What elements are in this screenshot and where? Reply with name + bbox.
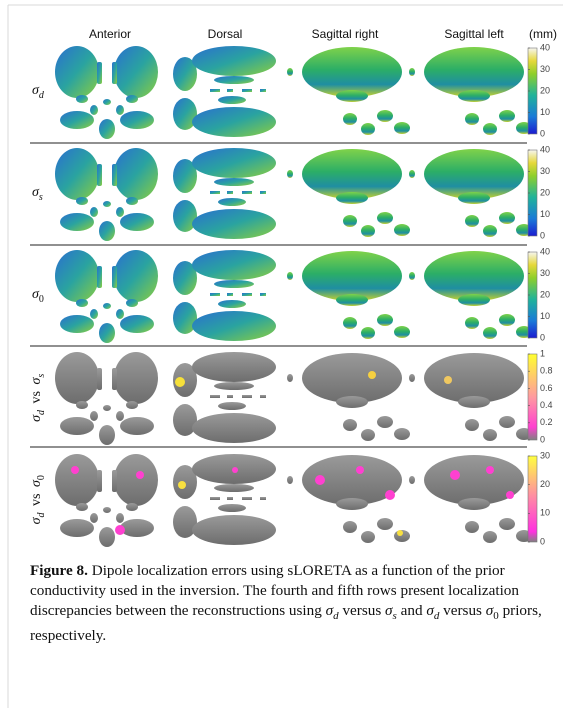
colorbar-tick-label: 10 — [540, 311, 550, 321]
column-header: Sagittal right — [312, 27, 379, 41]
space — [44, 83, 48, 98]
colorbar-tick-label: 10 — [540, 508, 550, 518]
colorbar-tick-label: 20 — [540, 85, 550, 95]
row-label: σd vs σ0 — [29, 472, 47, 525]
space — [44, 287, 48, 302]
caption-text: and — [397, 602, 427, 619]
colorbar-tick-label: 30 — [540, 166, 550, 176]
colorbar-tick-label: 40 — [540, 144, 550, 154]
space — [29, 370, 44, 374]
colorbar-tick-label: 20 — [540, 187, 550, 197]
column-header: Sagittal left — [444, 27, 504, 41]
caption-math: σ0 — [486, 602, 499, 619]
colorbar-tick-label: 0 — [540, 434, 545, 444]
math-symbol: σ — [385, 602, 393, 619]
colorbar-tick-label: 20 — [540, 289, 550, 299]
colorbar-tick-label: 0.2 — [540, 417, 553, 427]
space — [29, 490, 44, 494]
space — [29, 472, 44, 476]
caption-text: versus — [439, 602, 485, 619]
colorbar-tick-label: 30 — [540, 64, 550, 74]
colorbar — [528, 354, 537, 440]
colorbar-tick-label: 0 — [540, 230, 545, 240]
colorbar-tick-label: 0.4 — [540, 400, 553, 410]
colorbar-tick-label: 0.8 — [540, 366, 553, 376]
caption: Figure 8. Dipole localization errors usi… — [30, 561, 545, 646]
caption-math: σs — [385, 602, 397, 619]
page: {"figure": { "columns": ["Anterior", "Do… — [0, 0, 563, 708]
unit-label: (mm) — [529, 27, 557, 41]
row-label-word: vs — [29, 494, 44, 506]
colorbar — [528, 456, 537, 542]
colorbar-tick-label: 40 — [540, 246, 550, 256]
math-symbol: σ — [426, 602, 434, 619]
row-label: σ0 — [32, 287, 47, 305]
colorbar-tick-label: 30 — [540, 450, 550, 460]
row-label: σs — [32, 185, 46, 203]
caption-text: versus — [339, 602, 385, 619]
caption-label: Figure 8. — [30, 562, 88, 579]
colorbar-tick-label: 0.6 — [540, 383, 553, 393]
colorbar-tick-label: 20 — [540, 479, 550, 489]
colorbar-tick-label: 0 — [540, 536, 545, 546]
colorbar-tick-label: 10 — [540, 209, 550, 219]
column-header: Anterior — [89, 27, 131, 41]
row-label: σd — [32, 83, 47, 101]
caption-math: σd — [426, 602, 439, 619]
colorbar-tick-label: 1 — [540, 348, 545, 358]
brain-images — [55, 46, 532, 547]
colorbar-tick-label: 0 — [540, 332, 545, 342]
caption-math: σd — [326, 602, 339, 619]
space — [43, 185, 47, 200]
colorbar-tick-label: 10 — [540, 107, 550, 117]
colorbar-tick-label: 0 — [540, 128, 545, 138]
colorbar-tick-label: 30 — [540, 268, 550, 278]
row-label: σd vs σs — [29, 370, 47, 422]
space — [29, 509, 44, 513]
column-header: Dorsal — [208, 27, 243, 41]
row-label-word: vs — [29, 391, 44, 403]
colorbar-tick-label: 40 — [540, 42, 550, 52]
space — [29, 406, 44, 410]
space — [29, 387, 44, 391]
